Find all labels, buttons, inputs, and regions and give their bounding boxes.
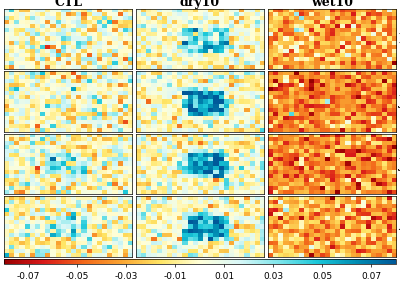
Text: May: May: [398, 32, 400, 46]
Text: Jun: Jun: [398, 95, 400, 108]
Text: Jul: Jul: [398, 158, 400, 171]
Text: Aug: Aug: [398, 220, 400, 233]
Title: CTL: CTL: [54, 0, 82, 9]
Title: wet10: wet10: [311, 0, 353, 9]
Title: dry10: dry10: [180, 0, 220, 9]
